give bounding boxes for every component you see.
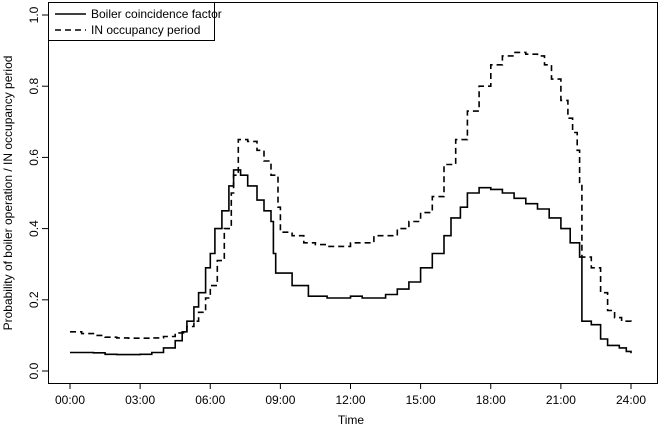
series-layer	[70, 51, 632, 356]
y-axis: 0.0 0.2 0.4 0.6 0.8 1.0	[27, 6, 48, 379]
x-axis: 00:00 03:00 06:00 09:00 12:00 15:00 18:00 21:00…	[55, 383, 646, 407]
x-tick-label: 21:00	[546, 393, 576, 407]
y-tick-label: 1.0	[27, 6, 41, 23]
x-tick-label: 09:00	[265, 393, 295, 407]
x-tick-label: 24:00	[616, 393, 646, 407]
x-tick-label: 12:00	[335, 393, 365, 407]
x-tick-label: 06:00	[195, 393, 225, 407]
x-tick-label: 00:00	[55, 393, 85, 407]
x-tick-label: 15:00	[406, 393, 436, 407]
y-axis-title: Probability of boiler operation / IN occ…	[1, 56, 15, 331]
y-tick-label: 0.8	[27, 78, 41, 95]
x-axis-title: Time	[338, 413, 365, 427]
plot-frame	[48, 2, 658, 384]
legend: Boiler coincidence factor IN occupancy p…	[48, 2, 222, 41]
series-line-in-occupancy	[70, 51, 632, 339]
x-tick-label: 18:00	[476, 393, 506, 407]
legend-box	[48, 2, 215, 41]
series-line-boiler-coincidence	[70, 169, 632, 356]
y-tick-label: 0.2	[27, 291, 41, 308]
y-tick-label: 0.6	[27, 149, 41, 166]
x-tick-label: 03:00	[125, 393, 155, 407]
legend-label-occupancy: IN occupancy period	[91, 23, 200, 37]
legend-label-boiler: Boiler coincidence factor	[91, 7, 222, 21]
y-tick-label: 0.0	[27, 362, 41, 379]
y-tick-label: 0.4	[27, 220, 41, 237]
